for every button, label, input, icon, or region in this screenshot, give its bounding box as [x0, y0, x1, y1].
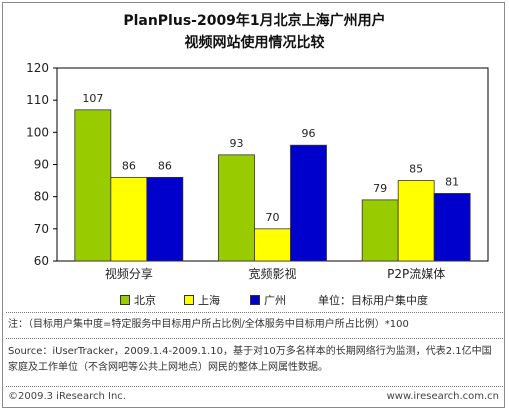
data-label: 81 — [445, 175, 459, 188]
data-label: 70 — [266, 211, 280, 224]
legend-item-beijing: 北京 — [120, 292, 156, 308]
legend-label-beijing: 北京 — [134, 294, 156, 307]
y-tick-label: 110 — [26, 93, 49, 107]
bar-chart: 60 70 80 90 100 110 120 107 86 86 视频分享 93 70 96 宽频影视 79… — [26, 61, 489, 281]
data-label: 96 — [302, 127, 316, 140]
data-label: 85 — [409, 163, 423, 176]
y-tick-label: 80 — [34, 190, 49, 204]
legend-swatch-beijing — [120, 295, 130, 305]
unit-label: 单位：目标用户集中度 — [318, 294, 428, 307]
source-note: Source：iUserTracker，2009.1.4-2009.1.10，基… — [8, 346, 492, 373]
bar — [290, 144, 327, 262]
bar — [361, 199, 399, 262]
legend-label-shanghai: 上海 — [198, 294, 220, 307]
divider-bottom — [6, 386, 503, 387]
y-tick-label: 60 — [34, 254, 49, 268]
y-tick-label: 120 — [26, 61, 49, 75]
legend-swatch-guangzhou — [250, 295, 260, 305]
x-category-label: 视频分享 — [105, 266, 153, 281]
site-url: www.iresearch.com.cn — [386, 391, 499, 402]
x-category-label: P2P流媒体 — [387, 267, 445, 281]
legend-item-guangzhou: 广州 — [250, 292, 286, 308]
bar — [146, 176, 184, 262]
footnote: 注：（目标用户集中度=特定服务中目标用户所占比例/全体服务中目标用户所占比例）*… — [8, 319, 409, 330]
x-category-label: 宽频影视 — [248, 266, 296, 281]
chart-title-line1: PlanPlus-2009年1月北京上海广州用户 — [123, 13, 386, 29]
bar — [110, 176, 148, 262]
divider-top — [6, 312, 503, 313]
data-label: 79 — [373, 182, 387, 195]
bar — [433, 193, 471, 262]
y-tick-label: 90 — [34, 158, 49, 172]
data-label: 86 — [122, 159, 136, 172]
bar — [74, 109, 112, 262]
data-label: 93 — [230, 137, 244, 150]
data-label: 86 — [158, 159, 172, 172]
data-label: 107 — [82, 92, 103, 105]
legend-swatch-shanghai — [184, 295, 194, 305]
bar — [254, 228, 291, 262]
chart-title-line2: 视频网站使用情况比较 — [184, 35, 325, 51]
divider-middle — [6, 338, 503, 339]
legend-item-shanghai: 上海 — [184, 292, 220, 308]
legend-label-guangzhou: 广州 — [264, 294, 286, 307]
copyright: ©2009.3 iResearch Inc. — [8, 391, 126, 402]
y-tick-label: 70 — [34, 222, 49, 236]
bar — [397, 180, 435, 262]
bar — [218, 154, 255, 262]
y-tick-label: 100 — [26, 125, 49, 139]
